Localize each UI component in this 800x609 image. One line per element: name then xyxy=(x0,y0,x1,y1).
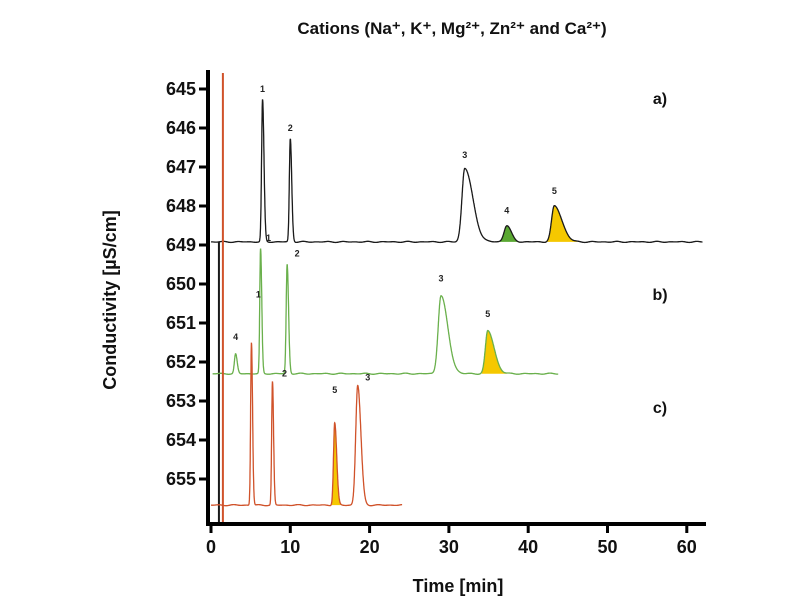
plot-area: 1 2 3 4 5 a) 4 1 2 3 5 b) 1 2 5 3 c) xyxy=(211,73,703,524)
panel-label: b) xyxy=(652,287,667,304)
peak-label: 3 xyxy=(462,150,467,160)
x-tick-label: 50 xyxy=(597,537,617,557)
y-tick-label: 647 xyxy=(166,157,196,177)
y-tick-label: 646 xyxy=(166,118,196,138)
peak-fill-a-5 xyxy=(547,205,577,242)
trace-b xyxy=(212,248,559,375)
x-axis-title: Time [min] xyxy=(413,576,504,596)
peak-label: 1 xyxy=(256,290,261,300)
trace-a xyxy=(211,99,703,244)
y-tick-label: 653 xyxy=(166,391,196,411)
chart-title: Cations (Na⁺, K⁺, Mg²⁺, Zn²⁺ and Ca²⁺) xyxy=(297,19,606,38)
peak-label: 3 xyxy=(438,274,443,284)
x-tick-label: 60 xyxy=(677,537,697,557)
peak-label: 3 xyxy=(365,372,370,382)
peak-label: 5 xyxy=(552,186,557,196)
x-tick-label: 10 xyxy=(280,537,300,557)
peak-label: 4 xyxy=(233,332,238,342)
y-axis-title: Conductivity [µS/cm] xyxy=(100,210,120,389)
peak-fill-b-5 xyxy=(481,330,507,374)
y-tick-label: 655 xyxy=(166,469,196,489)
y-tick-label: 649 xyxy=(166,235,196,255)
x-tick-label: 0 xyxy=(206,537,216,557)
peak-label: 5 xyxy=(485,309,490,319)
peak-label: 1 xyxy=(260,84,265,94)
y-tick-label: 650 xyxy=(166,274,196,294)
peak-label: 4 xyxy=(504,206,509,216)
y-tick-label: 652 xyxy=(166,352,196,372)
x-tick-label: 20 xyxy=(360,537,380,557)
panel-label: c) xyxy=(653,400,667,417)
y-tick-label: 654 xyxy=(166,430,196,450)
x-tick-label: 30 xyxy=(439,537,459,557)
peak-label: 2 xyxy=(295,249,300,259)
peak-label: 5 xyxy=(332,385,337,395)
y-tick-label: 651 xyxy=(166,313,196,333)
axes: 645 646 647 648 649 650 651 652 653 654 655 0 10 20 30… xyxy=(166,70,706,557)
x-tick-label: 40 xyxy=(518,537,538,557)
panel-label: a) xyxy=(653,91,667,108)
trace-c xyxy=(211,342,403,507)
peak-label: 1 xyxy=(266,233,271,243)
peak-label: 2 xyxy=(282,369,287,379)
peak-label: 2 xyxy=(288,123,293,133)
y-tick-label: 645 xyxy=(166,79,196,99)
y-tick-label: 648 xyxy=(166,196,196,216)
